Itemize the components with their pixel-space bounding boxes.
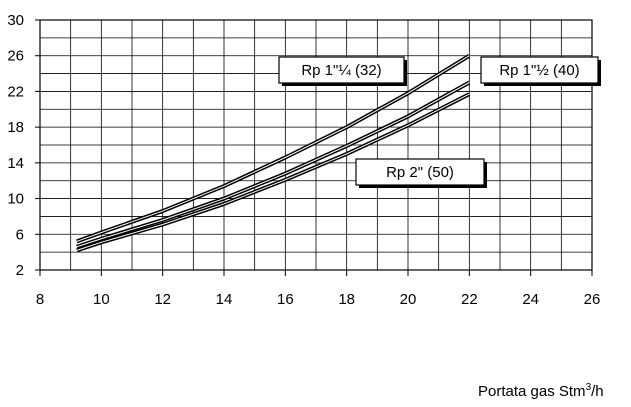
x-tick-label: 12 — [154, 291, 171, 308]
annotation-label: Rp 1"¼ (32) — [301, 62, 381, 79]
x-tick-label: 26 — [584, 291, 601, 308]
x-axis-label: Portata gas Stm3/h — [478, 382, 604, 400]
plot-frame — [39, 19, 593, 271]
series-line-core-1 — [76, 55, 470, 242]
y-tick-label: 14 — [7, 155, 24, 172]
series-line-1 — [76, 54, 471, 244]
x-tick-label: 10 — [93, 291, 110, 308]
x-tick-label: 22 — [461, 291, 478, 308]
annotation-label: Rp 2" (50) — [386, 164, 454, 181]
series-line-core-3 — [76, 93, 470, 251]
y-tick-label: 2 — [16, 262, 24, 279]
y-tick-label: 30 — [7, 12, 24, 29]
x-tick-label: 8 — [36, 291, 44, 308]
y-tick-label: 6 — [16, 226, 24, 243]
x-tick-label: 16 — [277, 291, 294, 308]
x-tick-label: 20 — [400, 291, 417, 308]
series-line-core-2 — [76, 82, 470, 248]
annotation-box — [355, 158, 485, 186]
annotation-label: Rp 1"½ (40) — [499, 62, 579, 79]
y-tick-label: 22 — [7, 83, 24, 100]
annotation-box — [278, 56, 405, 84]
y-tick-label: 10 — [7, 191, 24, 208]
series-group — [76, 54, 471, 253]
y-tick-label: 18 — [7, 119, 24, 136]
x-tick-label: 24 — [522, 291, 539, 308]
y-tick-label: 26 — [7, 48, 24, 65]
annotations: Rp 1"¼ (32) Rp 1"½ (40) Rp 2" (50) — [278, 56, 601, 188]
x-tick-label: 14 — [216, 291, 233, 308]
annotation-box — [480, 56, 599, 84]
x-tick-label: 18 — [338, 291, 355, 308]
